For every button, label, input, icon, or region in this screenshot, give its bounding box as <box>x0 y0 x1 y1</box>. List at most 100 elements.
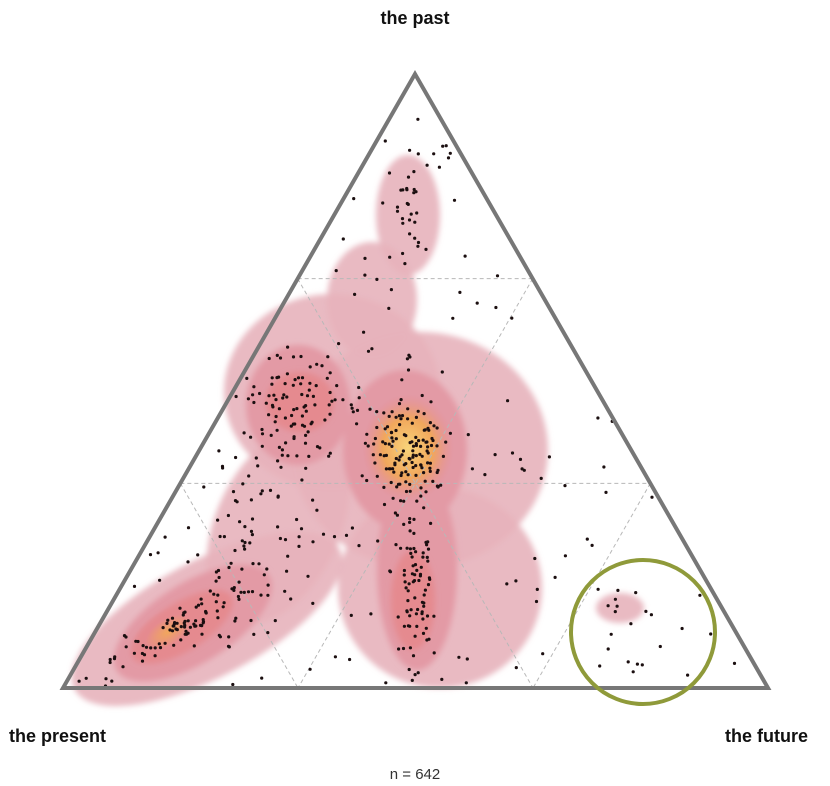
data-point <box>178 606 182 610</box>
data-point <box>214 579 218 583</box>
data-point <box>296 376 301 380</box>
data-point <box>267 394 271 398</box>
data-point <box>402 568 406 573</box>
data-point <box>292 408 296 412</box>
data-point <box>200 632 204 636</box>
data-point <box>175 628 179 632</box>
data-point <box>416 117 420 121</box>
data-point <box>349 403 353 407</box>
data-point <box>409 551 413 556</box>
data-point <box>234 616 238 620</box>
data-point <box>328 451 332 455</box>
data-point <box>275 428 279 432</box>
data-point <box>405 201 409 206</box>
data-point <box>422 428 426 432</box>
data-point <box>327 454 331 458</box>
data-point <box>251 393 255 397</box>
data-point <box>306 574 310 578</box>
data-point <box>289 424 293 428</box>
highlight-circle <box>569 558 717 706</box>
data-point <box>650 495 654 499</box>
data-point <box>132 584 137 589</box>
data-point <box>231 490 236 494</box>
data-point <box>435 426 439 430</box>
data-point <box>233 619 237 623</box>
data-point <box>188 625 192 629</box>
data-point <box>436 484 440 489</box>
data-point <box>412 517 416 522</box>
data-point <box>192 644 196 648</box>
data-point <box>388 569 392 573</box>
data-point <box>226 644 231 648</box>
data-point <box>410 421 414 425</box>
data-point <box>495 274 500 278</box>
data-point <box>186 526 191 530</box>
data-point <box>402 522 406 527</box>
data-point <box>246 397 250 401</box>
data-point <box>411 455 415 459</box>
data-point <box>300 478 304 482</box>
data-point <box>239 590 243 594</box>
data-point <box>260 489 264 493</box>
data-point <box>431 438 435 443</box>
data-point <box>635 662 640 666</box>
data-point <box>426 445 430 449</box>
data-point <box>448 431 452 435</box>
sample-size-label: n = 642 <box>389 766 441 783</box>
grid-line-present-1 <box>297 278 534 689</box>
data-point <box>264 401 268 405</box>
data-point <box>311 498 315 502</box>
data-point <box>122 634 127 638</box>
data-point <box>277 407 281 411</box>
data-point <box>170 629 175 633</box>
data-point <box>427 637 431 641</box>
data-point <box>249 435 253 439</box>
data-point <box>259 492 263 496</box>
data-point <box>366 444 370 448</box>
data-point <box>289 597 293 601</box>
data-point <box>422 593 426 597</box>
data-point <box>311 601 315 606</box>
data-point <box>262 573 266 577</box>
data-point <box>357 544 361 548</box>
data-point <box>283 538 288 542</box>
data-point <box>323 418 327 422</box>
data-point <box>383 442 387 446</box>
data-point <box>414 454 418 458</box>
data-point <box>200 602 204 606</box>
data-point <box>218 534 222 539</box>
data-point <box>407 456 411 461</box>
dots-layer <box>77 117 737 688</box>
data-point <box>233 548 237 553</box>
data-point <box>303 441 308 445</box>
data-point <box>535 587 539 592</box>
data-point <box>248 541 252 545</box>
data-point <box>208 589 212 593</box>
data-point <box>304 433 308 437</box>
data-point <box>510 316 514 320</box>
data-point <box>157 642 161 646</box>
data-point <box>163 641 167 645</box>
data-point <box>431 479 435 483</box>
data-point <box>387 171 392 175</box>
data-point <box>410 460 414 465</box>
data-point <box>335 384 339 388</box>
data-point <box>396 482 401 486</box>
data-point <box>337 342 341 346</box>
data-point <box>363 256 367 260</box>
data-point <box>428 421 432 425</box>
data-point <box>417 578 421 583</box>
data-point <box>405 357 409 361</box>
data-point <box>613 610 617 614</box>
data-point <box>422 412 426 416</box>
data-point <box>407 667 411 672</box>
data-point <box>404 434 408 438</box>
data-point <box>382 411 386 415</box>
data-point <box>279 465 283 469</box>
data-point <box>423 588 427 592</box>
frame-layer <box>59 69 772 690</box>
data-point <box>506 399 510 403</box>
data-point <box>405 546 409 550</box>
data-point <box>420 610 424 614</box>
